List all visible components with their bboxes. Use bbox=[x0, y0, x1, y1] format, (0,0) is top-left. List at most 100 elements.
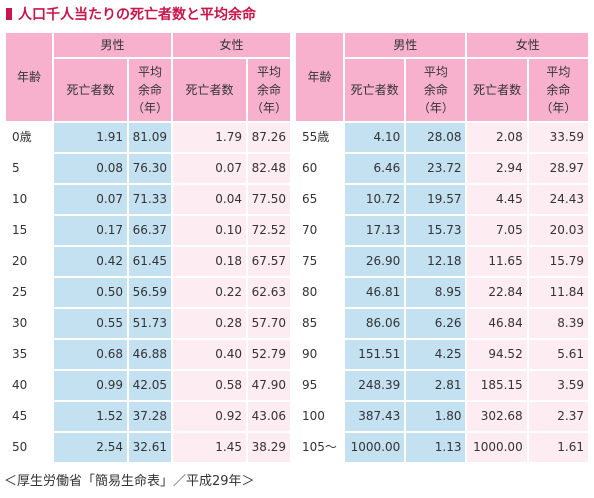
female-deaths-cell: 0.92 bbox=[173, 402, 247, 431]
page-title-text: 人口千人当たりの死亡者数と平均余命 bbox=[18, 7, 256, 23]
age-header: 年齢 bbox=[296, 33, 343, 121]
male-deaths-cell: 17.13 bbox=[344, 216, 405, 245]
male-deaths-header: 死亡者数 bbox=[344, 59, 405, 121]
male-header: 男性 bbox=[344, 33, 466, 57]
female-life-expectancy-cell: 2.37 bbox=[528, 402, 588, 431]
male-deaths-cell: 248.39 bbox=[344, 371, 405, 400]
male-life-expectancy-cell: 28.08 bbox=[406, 123, 466, 152]
female-life-expectancy-cell: 33.59 bbox=[528, 123, 588, 152]
male-deaths-cell: 4.10 bbox=[344, 123, 405, 152]
female-life-expectancy-cell: 82.48 bbox=[248, 154, 291, 183]
female-life-expectancy-cell: 20.03 bbox=[528, 216, 588, 245]
age-cell: 35 bbox=[6, 340, 52, 369]
male-life-expectancy-cell: 66.37 bbox=[129, 216, 172, 245]
male-deaths-cell: 387.43 bbox=[344, 402, 405, 431]
male-life-expectancy-cell: 4.25 bbox=[406, 340, 466, 369]
life-expectancy-header-line3: （年） bbox=[132, 101, 169, 115]
male-deaths-cell: 0.07 bbox=[54, 185, 127, 214]
male-life-expectancy-cell: 71.33 bbox=[129, 185, 172, 214]
age-cell: 95 bbox=[296, 371, 343, 400]
age-cell: 100 bbox=[296, 402, 343, 431]
female-deaths-header: 死亡者数 bbox=[173, 59, 247, 121]
female-deaths-cell: 185.15 bbox=[467, 371, 527, 400]
male-deaths-cell: 0.68 bbox=[54, 340, 127, 369]
age-cell: 80 bbox=[296, 278, 343, 307]
table-row: 90 151.51 4.25 94.52 5.61 bbox=[296, 340, 588, 369]
table-row: 25 0.50 56.59 0.22 62.63 bbox=[6, 278, 291, 307]
female-deaths-cell: 22.84 bbox=[467, 278, 527, 307]
male-life-expectancy-cell: 12.18 bbox=[406, 247, 466, 276]
female-deaths-cell: 4.45 bbox=[467, 185, 527, 214]
male-deaths-cell: 26.90 bbox=[344, 247, 405, 276]
female-life-expectancy-header: 平均 余命 （年） bbox=[528, 59, 588, 121]
female-life-expectancy-header: 平均 余命 （年） bbox=[248, 59, 291, 121]
female-deaths-cell: 0.07 bbox=[173, 154, 247, 183]
source-note: ＜厚生労働省「簡易生命表」／平成29年＞ bbox=[4, 474, 255, 489]
table-row: 105～ 1000.00 1.13 1000.00 1.61 bbox=[296, 433, 588, 462]
female-deaths-cell: 46.84 bbox=[467, 309, 527, 338]
female-deaths-cell: 0.10 bbox=[173, 216, 247, 245]
male-life-expectancy-cell: 81.09 bbox=[129, 123, 172, 152]
table-row: 75 26.90 12.18 11.65 15.79 bbox=[296, 247, 588, 276]
table-row: 35 0.68 46.88 0.40 52.79 bbox=[6, 340, 291, 369]
male-life-expectancy-header: 平均 余命 （年） bbox=[406, 59, 466, 121]
male-life-expectancy-cell: 51.73 bbox=[129, 309, 172, 338]
female-life-expectancy-cell: 87.26 bbox=[248, 123, 291, 152]
age-cell: 70 bbox=[296, 216, 343, 245]
female-life-expectancy-cell: 11.84 bbox=[528, 278, 588, 307]
female-life-expectancy-cell: 77.50 bbox=[248, 185, 291, 214]
life-expectancy-header-line2: 余命 bbox=[423, 83, 448, 97]
table-row: 85 86.06 6.26 46.84 8.39 bbox=[296, 309, 588, 338]
female-life-expectancy-cell: 38.29 bbox=[248, 433, 291, 462]
deaths-header-text: 死亡者数 bbox=[350, 83, 399, 97]
female-life-expectancy-cell: 1.61 bbox=[528, 433, 588, 462]
female-deaths-cell: 0.04 bbox=[173, 185, 247, 214]
male-deaths-cell: 151.51 bbox=[344, 340, 405, 369]
life-expectancy-header-line1: 平均 bbox=[138, 65, 163, 79]
table-row: 40 0.99 42.05 0.58 47.90 bbox=[6, 371, 291, 400]
male-deaths-cell: 6.46 bbox=[344, 154, 405, 183]
female-deaths-header: 死亡者数 bbox=[467, 59, 527, 121]
life-expectancy-header-line2: 余命 bbox=[138, 83, 163, 97]
title-marker-icon bbox=[6, 8, 12, 20]
deaths-header-text: 死亡者数 bbox=[473, 83, 522, 97]
age-cell: 90 bbox=[296, 340, 343, 369]
male-deaths-cell: 2.54 bbox=[54, 433, 127, 462]
male-life-expectancy-cell: 15.73 bbox=[406, 216, 466, 245]
male-life-expectancy-cell: 46.88 bbox=[129, 340, 172, 369]
life-expectancy-header-line3: （年） bbox=[540, 101, 577, 115]
male-life-expectancy-cell: 6.26 bbox=[406, 309, 466, 338]
male-deaths-cell: 0.42 bbox=[54, 247, 127, 276]
female-deaths-cell: 1.45 bbox=[173, 433, 247, 462]
female-deaths-cell: 2.08 bbox=[467, 123, 527, 152]
female-deaths-cell: 0.22 bbox=[173, 278, 247, 307]
male-life-expectancy-cell: 42.05 bbox=[129, 371, 172, 400]
life-expectancy-header-line3: （年） bbox=[417, 101, 454, 115]
age-cell: 10 bbox=[6, 185, 52, 214]
table-row: 70 17.13 15.73 7.05 20.03 bbox=[296, 216, 588, 245]
life-table-left: 年齢 男性 女性 死亡者数 平均 余命 （年） 死亡者数 平均 余命 （年） bbox=[4, 31, 292, 464]
female-deaths-cell: 1.79 bbox=[173, 123, 247, 152]
table-row: 50 2.54 32.61 1.45 38.29 bbox=[6, 433, 291, 462]
age-cell: 105～ bbox=[296, 433, 343, 462]
table-row: 0歳 1.91 81.09 1.79 87.26 bbox=[6, 123, 291, 152]
male-deaths-cell: 1.52 bbox=[54, 402, 127, 431]
age-cell: 55歳 bbox=[296, 123, 343, 152]
table-row: 95 248.39 2.81 185.15 3.59 bbox=[296, 371, 588, 400]
male-deaths-cell: 1000.00 bbox=[344, 433, 405, 462]
female-deaths-cell: 302.68 bbox=[467, 402, 527, 431]
female-header: 女性 bbox=[173, 33, 291, 57]
male-deaths-cell: 46.81 bbox=[344, 278, 405, 307]
age-cell: 25 bbox=[6, 278, 52, 307]
female-deaths-cell: 94.52 bbox=[467, 340, 527, 369]
male-deaths-cell: 0.50 bbox=[54, 278, 127, 307]
female-life-expectancy-cell: 62.63 bbox=[248, 278, 291, 307]
age-cell: 50 bbox=[6, 433, 52, 462]
female-deaths-cell: 0.28 bbox=[173, 309, 247, 338]
male-life-expectancy-cell: 32.61 bbox=[129, 433, 172, 462]
female-life-expectancy-cell: 67.57 bbox=[248, 247, 291, 276]
male-life-expectancy-cell: 23.72 bbox=[406, 154, 466, 183]
table-row: 100 387.43 1.80 302.68 2.37 bbox=[296, 402, 588, 431]
male-life-expectancy-cell: 37.28 bbox=[129, 402, 172, 431]
female-life-expectancy-cell: 3.59 bbox=[528, 371, 588, 400]
